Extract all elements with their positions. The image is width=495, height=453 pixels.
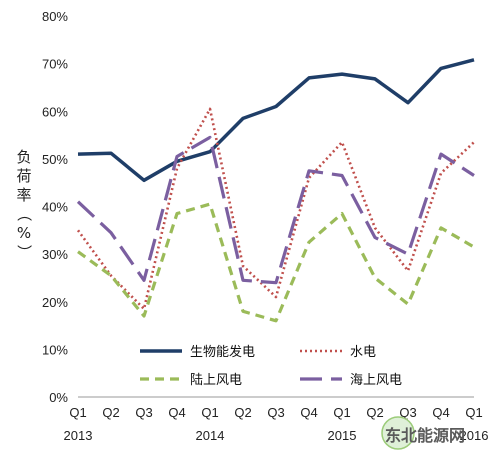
x-year-label: 2015 [328, 428, 357, 443]
y-axis-ticks: 0% 10% 20% 30% 40% 50% 60% 70% 80% [42, 9, 68, 405]
watermark: 东北能源网 [381, 416, 465, 450]
x-tick-label: Q4 [300, 405, 317, 420]
y-axis-label-char: ） [15, 244, 33, 259]
legend-label: 生物能发电 [190, 344, 255, 360]
x-tick-label: Q1 [333, 405, 350, 420]
y-tick-label: 40% [42, 200, 68, 215]
x-tick-label: Q1 [69, 405, 86, 420]
series-line [77, 202, 475, 323]
y-tick-label: 10% [42, 342, 68, 357]
y-axis-label-char: 荷 [16, 167, 31, 185]
x-tick-label: Q3 [267, 405, 284, 420]
legend-label: 水电 [350, 345, 376, 360]
series-line [77, 58, 475, 183]
legend-label: 海上风电 [350, 373, 402, 388]
x-tick-label: Q1 [465, 405, 482, 420]
watermark-logo-icon [381, 416, 415, 450]
y-axis-label-char: 负 [16, 148, 31, 166]
x-tick-label: Q1 [201, 405, 218, 420]
y-tick-label: 20% [42, 295, 68, 310]
x-year-label: 2016 [460, 428, 489, 443]
y-tick-label: 80% [42, 9, 68, 24]
x-year-label: 2014 [196, 428, 225, 443]
x-axis-ticks: Q1 Q2 Q3 Q4 Q1 Q2 Q3 Q4 Q1 Q2 Q3 Q4 Q1 2013 2014 2015 20… [64, 405, 489, 443]
legend-label: 陆上风电 [190, 372, 242, 388]
x-year-label: 2013 [64, 428, 93, 443]
series-line [76, 135, 475, 285]
y-tick-label: 70% [42, 57, 68, 72]
series-line [76, 107, 475, 311]
y-axis-label-char: % [17, 224, 31, 242]
y-axis-label-char: 率 [16, 186, 31, 204]
x-tick-label: Q4 [432, 405, 449, 420]
x-tick-label: Q4 [168, 405, 185, 420]
y-axis-label: 负荷率 （% ） [15, 148, 33, 260]
series-lines [76, 58, 475, 323]
y-axis-label-char: （ [15, 206, 33, 221]
x-tick-label: Q2 [366, 405, 383, 420]
y-tick-label: 30% [42, 247, 68, 262]
x-tick-label: Q3 [399, 405, 416, 420]
y-tick-label: 60% [42, 104, 68, 119]
x-tick-label: Q3 [135, 405, 152, 420]
y-tick-label: 50% [42, 152, 68, 167]
watermark-text: 东北能源网 [385, 426, 465, 445]
x-tick-label: Q2 [234, 405, 251, 420]
y-tick-label: 0% [49, 390, 68, 405]
x-tick-label: Q2 [102, 405, 119, 420]
